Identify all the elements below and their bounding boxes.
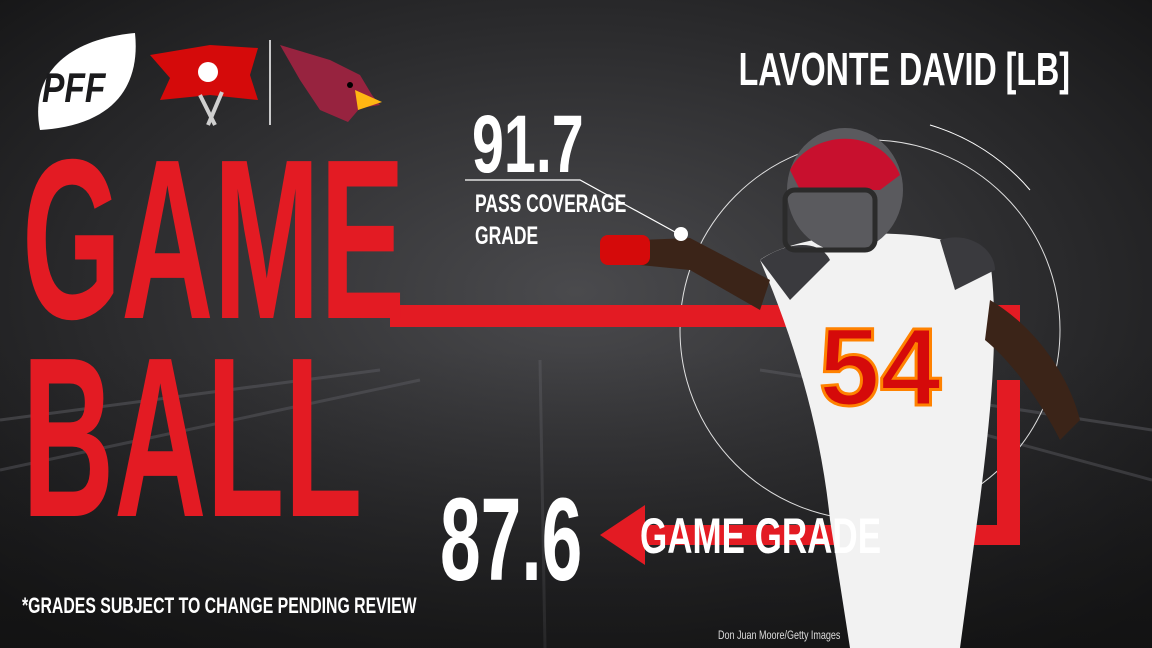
pass-coverage-label: GRADE [475,221,538,250]
jersey-number: 54 [819,306,941,429]
pass-coverage-label: PASS COVERAGE [475,189,626,218]
game-grade-label: GAME GRADE [640,509,881,565]
pointer-dot [674,227,688,241]
buccaneers-logo [150,45,258,126]
player-image: 54 [600,128,1080,648]
headline-game: GAME [22,113,405,367]
game-grade: 87.6 [440,473,582,605]
highlight-arc [929,124,1031,191]
pff-logo-shape [38,33,136,130]
pass-coverage-grade: 91.7 [472,98,584,190]
headline-ball: BALL [22,311,362,565]
photo-credit: Don Juan Moore/Getty Images [718,629,840,643]
footnote: *GRADES SUBJECT TO CHANGE PENDING REVIEW [22,595,417,619]
cardinals-logo [280,45,382,122]
pff-logo-text: PFF [42,66,107,112]
pointer-line [465,179,676,233]
player-name: LAVONTE DAVID [LB] [739,44,1070,95]
